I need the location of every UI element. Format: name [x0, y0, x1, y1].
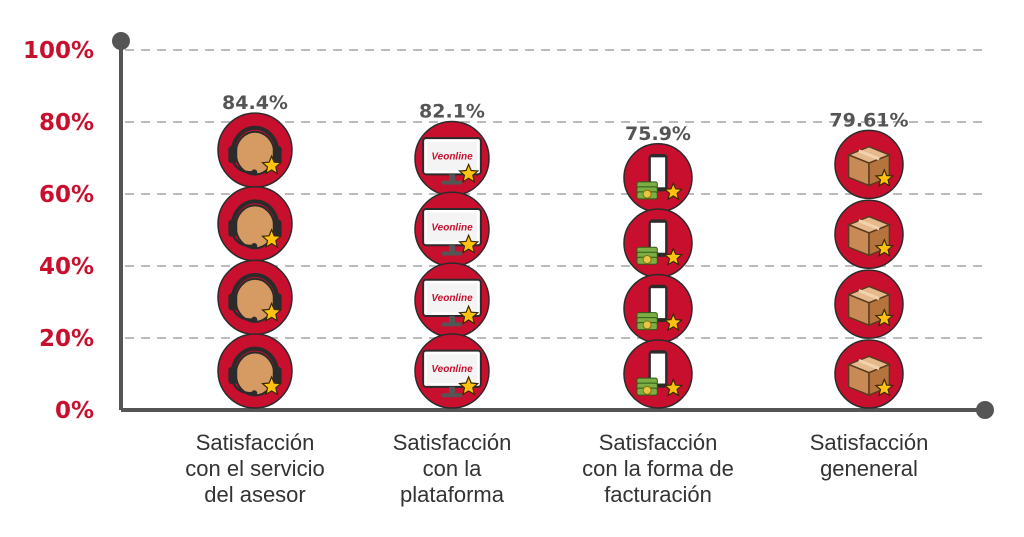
category-label: Satisfacción con la forma de facturación — [582, 430, 734, 507]
box-icon — [834, 129, 904, 200]
star-icon — [663, 312, 684, 332]
value-label: 79.61% — [829, 109, 908, 131]
phone-money-icon — [623, 208, 693, 278]
value-label: 82.1% — [419, 100, 485, 122]
icon-column-4 — [834, 129, 904, 409]
category-label: Satisfacción con la plataforma — [393, 430, 512, 507]
veonline-monitor-icon: Veonline — [414, 191, 490, 268]
category-label-line: plataforma — [400, 482, 505, 507]
category-label-line: con la forma de — [582, 456, 734, 481]
icon-column-1 — [217, 112, 293, 409]
star-icon — [458, 162, 480, 184]
y-tick-label: 80% — [39, 110, 94, 136]
box-icon — [834, 269, 904, 339]
veonline-monitor-icon: Veonline — [414, 120, 490, 197]
icon-column-2: Veonline Veonline Veonline Veonline — [414, 120, 490, 409]
svg-text:Veonline: Veonline — [431, 364, 473, 375]
value-label: 84.4% — [222, 92, 288, 114]
category-label-line: Satisfacción — [196, 430, 315, 455]
icon-column-3 — [623, 143, 693, 409]
category-label-line: con el servicio — [185, 456, 324, 481]
star-icon — [458, 304, 480, 325]
star-icon — [874, 377, 895, 397]
value-labels: 84.4% 82.1% 75.9% 79.61% — [222, 92, 909, 145]
category-label-line: Satisfacción — [599, 430, 718, 455]
category-label-line: Satisfacción — [810, 430, 929, 455]
y-tick-label: 40% — [39, 254, 94, 280]
phone-money-icon — [623, 143, 693, 213]
star-icon — [663, 377, 684, 397]
category-label-line: con la — [423, 456, 482, 481]
box-icon — [834, 339, 904, 409]
headset-icon — [217, 259, 293, 336]
y-tick-label: 0% — [55, 398, 94, 424]
y-tick-label: 100% — [23, 38, 94, 64]
y-tick-labels: 0% 20% 40% 60% 80% 100% — [23, 38, 94, 424]
svg-text:Veonline: Veonline — [431, 222, 473, 233]
star-icon — [261, 228, 283, 249]
category-label-line: geneneral — [820, 456, 918, 481]
category-labels: Satisfacción con el servicio del asesorSat… — [185, 430, 928, 507]
star-icon — [663, 181, 684, 201]
axes — [112, 32, 994, 419]
star-icon — [874, 238, 895, 257]
value-label: 75.9% — [625, 123, 691, 145]
category-label: Satisfacción geneneral — [810, 430, 929, 481]
y-tick-label: 20% — [39, 326, 94, 352]
star-icon — [874, 168, 895, 188]
star-icon — [458, 375, 480, 396]
star-icon — [261, 301, 283, 322]
category-label-line: del asesor — [204, 482, 306, 507]
star-icon — [663, 247, 684, 266]
phone-money-icon — [623, 339, 693, 409]
veonline-monitor-icon: Veonline — [414, 333, 490, 409]
headset-icon — [217, 333, 293, 409]
star-icon — [458, 233, 480, 254]
box-icon — [834, 199, 904, 270]
icon-columns: Veonline Veonline Veonline Veonline — [217, 112, 904, 409]
y-tick-label: 60% — [39, 182, 94, 208]
phone-money-icon — [623, 273, 693, 344]
svg-text:Veonline: Veonline — [431, 293, 473, 304]
star-icon — [261, 375, 283, 396]
x-axis-end-dot — [976, 401, 994, 419]
headset-icon — [217, 112, 293, 188]
headset-icon — [217, 186, 293, 262]
category-label-line: Satisfacción — [393, 430, 512, 455]
star-icon — [261, 154, 283, 175]
category-label: Satisfacción con el servicio del asesor — [185, 430, 324, 507]
svg-text:Veonline: Veonline — [431, 151, 473, 162]
star-icon — [874, 308, 895, 327]
category-label-line: facturación — [604, 482, 712, 507]
y-axis-end-dot — [112, 32, 130, 50]
veonline-monitor-icon: Veonline — [414, 262, 490, 338]
